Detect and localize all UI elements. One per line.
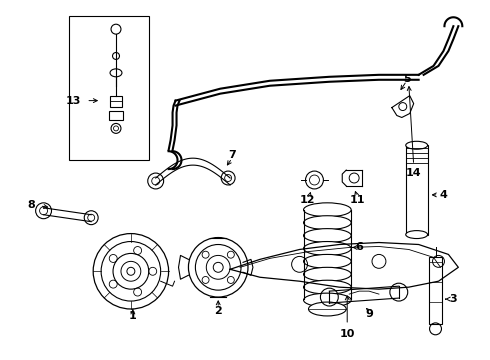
Ellipse shape bbox=[303, 229, 351, 243]
Bar bbox=[70, 16, 149, 160]
Ellipse shape bbox=[303, 203, 351, 217]
Bar bbox=[429, 257, 442, 324]
Text: 5: 5 bbox=[403, 74, 411, 84]
Ellipse shape bbox=[110, 69, 122, 77]
Ellipse shape bbox=[303, 293, 351, 307]
Ellipse shape bbox=[309, 302, 346, 316]
Text: 6: 6 bbox=[355, 243, 363, 252]
Bar bbox=[110, 96, 122, 107]
Text: 1: 1 bbox=[129, 311, 137, 321]
Text: 8: 8 bbox=[28, 200, 36, 210]
Ellipse shape bbox=[303, 216, 351, 230]
Ellipse shape bbox=[303, 255, 351, 268]
Text: 12: 12 bbox=[300, 195, 315, 205]
Ellipse shape bbox=[303, 242, 351, 255]
Text: 4: 4 bbox=[440, 190, 447, 200]
Text: 10: 10 bbox=[340, 329, 355, 339]
Text: 13: 13 bbox=[66, 96, 81, 105]
Text: 3: 3 bbox=[449, 294, 457, 304]
Bar bbox=[109, 111, 123, 121]
Text: 2: 2 bbox=[214, 306, 222, 316]
Ellipse shape bbox=[406, 231, 428, 239]
Text: 9: 9 bbox=[365, 309, 373, 319]
Ellipse shape bbox=[303, 267, 351, 281]
Text: 11: 11 bbox=[349, 195, 365, 205]
Bar bbox=[406, 145, 428, 235]
Ellipse shape bbox=[303, 280, 351, 294]
Ellipse shape bbox=[406, 141, 428, 149]
Text: 14: 14 bbox=[406, 168, 421, 178]
Text: 7: 7 bbox=[228, 150, 236, 160]
